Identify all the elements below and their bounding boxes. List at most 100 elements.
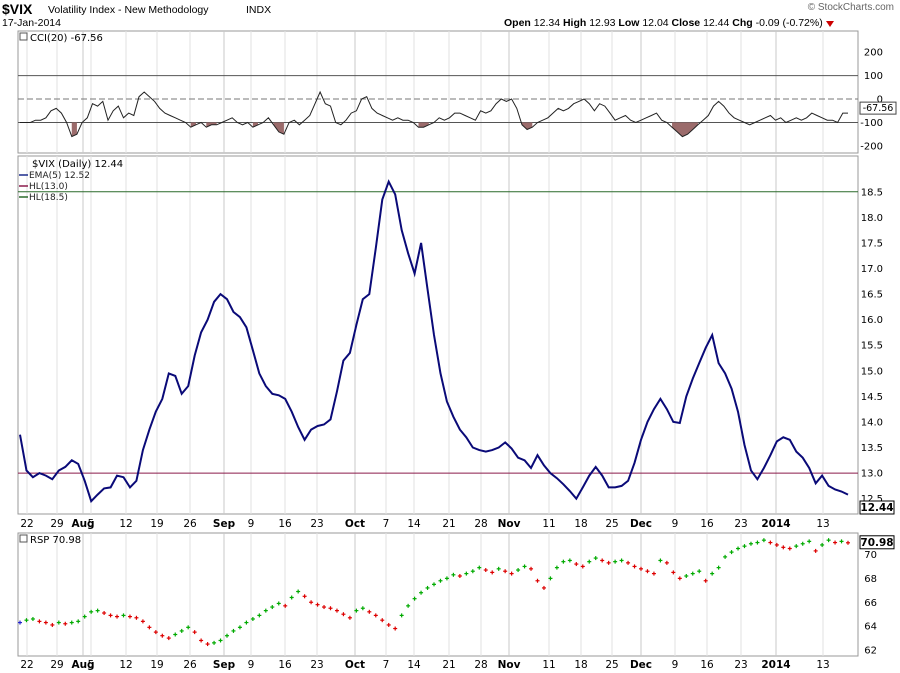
x-tick-label-bottom: 25 <box>605 659 618 671</box>
x-tick-label-bottom: Dec <box>630 659 652 671</box>
rsp-tick-label: 68 <box>864 574 877 585</box>
cci-tick-label: -100 <box>860 118 883 129</box>
panel-frame-cci <box>17 30 859 154</box>
price-last-value-box <box>859 500 895 515</box>
x-tick-label-bottom: 11 <box>542 659 555 671</box>
x-tick-label-bottom: 5 <box>88 659 95 671</box>
x-tick-label: 13 <box>816 518 829 530</box>
rsp-last-value-box <box>859 535 895 550</box>
brand-watermark: © StockCharts.com <box>807 2 894 13</box>
high-label: High <box>562 17 587 29</box>
chart-header: $VIX Volatility Index - New Methodology … <box>0 0 900 30</box>
x-tick-label: 16 <box>700 518 714 530</box>
cci-oversold-fill <box>521 122 533 130</box>
cci-legend: CCI(20) -67.56 <box>30 33 103 44</box>
x-tick-label: 23 <box>310 518 323 530</box>
x-tick-label: Dec <box>630 518 652 530</box>
symbol-title: $VIX <box>2 1 33 17</box>
chg-label: Chg <box>732 17 753 29</box>
price-legend: $VIX (Daily) 12.44 <box>32 159 123 170</box>
x-tick-label-bottom: 9 <box>248 659 255 671</box>
price-tick-label: 12.5 <box>861 494 883 505</box>
x-tick-label: 11 <box>542 518 555 530</box>
x-tick-label-bottom: Oct <box>345 659 365 671</box>
x-tick-label: 18 <box>574 518 587 530</box>
x-tick-label: 28 <box>474 518 487 530</box>
x-tick-label-bottom: 19 <box>150 659 163 671</box>
x-tick-label: 9 <box>672 518 679 530</box>
x-tick-label-bottom: Sep <box>213 659 236 671</box>
cci-tick-label: 200 <box>864 48 883 59</box>
x-tick-label-bottom: 16 <box>278 659 292 671</box>
cci-last-value: -67.56 <box>863 103 894 114</box>
price-tick-label: 13.5 <box>861 443 883 454</box>
open-value: 12.34 <box>533 17 561 29</box>
x-tick-label: 22 <box>20 518 33 530</box>
x-tick-label: 5 <box>88 518 95 530</box>
price-tick-label: 18.5 <box>861 187 883 198</box>
x-tick-label-bottom: 12 <box>119 659 132 671</box>
cci-oversold-fill <box>71 122 77 137</box>
price-legend-item: HL(13.0) <box>29 182 68 192</box>
price-tick-label: 16.5 <box>861 290 883 301</box>
x-tick-label: 2014 <box>761 518 790 530</box>
rsp-legend: RSP 70.98 <box>30 535 81 546</box>
x-tick-label: 26 <box>183 518 197 530</box>
x-tick-label: 14 <box>407 518 421 530</box>
cci-oversold-fill <box>672 122 698 137</box>
x-tick-label-bottom: 23 <box>310 659 323 671</box>
x-tick-label-bottom: 23 <box>734 659 747 671</box>
x-tick-label-bottom: 26 <box>183 659 197 671</box>
x-tick-label-bottom: Aug <box>71 659 94 671</box>
price-tick-label: 15.0 <box>861 366 883 377</box>
x-tick-label: Nov <box>498 518 521 530</box>
cci-tick-label: 0 <box>877 95 883 106</box>
low-value: 12.04 <box>642 17 669 29</box>
low-label: Low <box>618 17 640 29</box>
price-tick-label: 13.0 <box>861 469 883 480</box>
chart-date: 17-Jan-2014 <box>2 17 61 29</box>
cci-oversold-fill <box>252 122 259 128</box>
x-tick-label-bottom: 22 <box>20 659 33 671</box>
cci-oversold-fill <box>273 122 284 135</box>
price-tick-label: 18.0 <box>861 213 883 224</box>
price-tick-label: 14.0 <box>861 417 883 428</box>
price-last-value: 12.44 <box>860 502 893 514</box>
price-tick-label: 17.5 <box>861 238 883 249</box>
down-triangle-icon <box>825 20 834 27</box>
price-legend-item: EMA(5) 12.52 <box>29 171 90 181</box>
cci-tick-label: -200 <box>860 141 883 152</box>
rsp-tick-label: 66 <box>864 598 877 609</box>
x-tick-label: 9 <box>248 518 255 530</box>
x-tick-label-bottom: 16 <box>700 659 714 671</box>
close-label: Close <box>671 17 701 29</box>
x-tick-label: Sep <box>213 518 236 530</box>
price-tick-label: 14.5 <box>861 392 883 403</box>
x-tick-label: 19 <box>150 518 163 530</box>
price-tick-label: 16.0 <box>861 315 883 326</box>
x-tick-label: 12 <box>119 518 132 530</box>
cci-legend-swatch <box>19 32 28 41</box>
cci-oversold-fill <box>190 122 196 128</box>
x-tick-label-bottom: 29 <box>50 659 63 671</box>
rsp-tick-label: 64 <box>864 622 877 633</box>
x-tick-label: 23 <box>734 518 747 530</box>
x-tick-label: 16 <box>278 518 292 530</box>
x-tick-label-bottom: 13 <box>816 659 829 671</box>
price-tick-label: 15.5 <box>861 341 883 352</box>
x-tick-label-bottom: 9 <box>672 659 679 671</box>
rsp-legend-swatch <box>19 534 28 543</box>
exchange-label: INDX <box>246 4 272 16</box>
chg-value: -0.09 (-0.72%) <box>755 17 823 29</box>
high-value: 12.93 <box>589 17 616 29</box>
x-tick-label: 7 <box>383 518 390 530</box>
cci-last-value-box <box>859 101 897 115</box>
x-tick-label-bottom: 28 <box>474 659 487 671</box>
instrument-name: Volatility Index - New Methodology <box>48 4 209 16</box>
x-tick-label: 21 <box>442 518 455 530</box>
cci-tick-label: 100 <box>864 71 883 82</box>
x-tick-label-bottom: 18 <box>574 659 587 671</box>
x-tick-label-bottom: 2014 <box>761 659 790 671</box>
cci-oversold-fill <box>418 122 429 128</box>
